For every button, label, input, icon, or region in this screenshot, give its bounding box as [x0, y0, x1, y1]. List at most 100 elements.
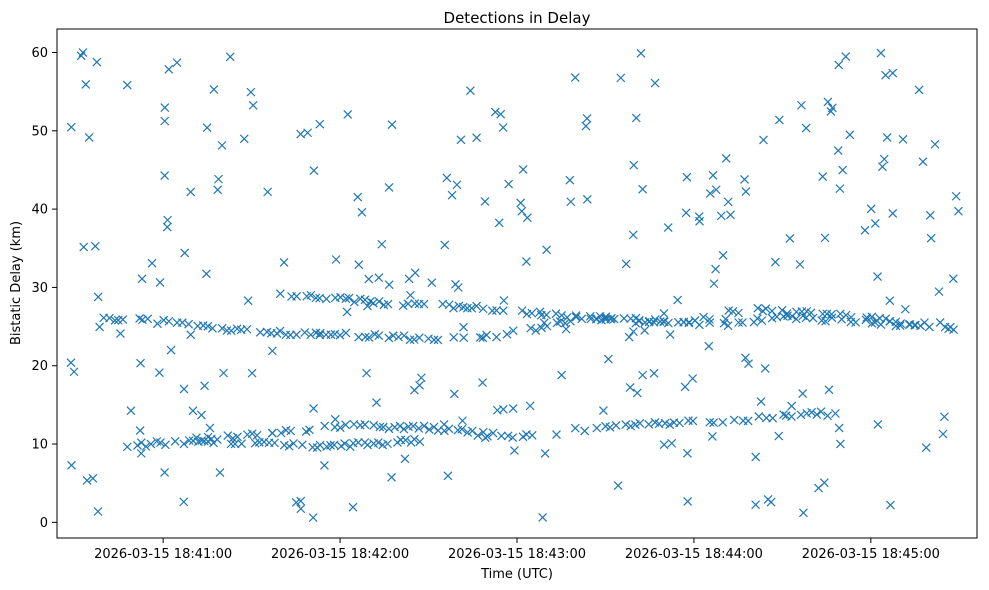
detection-marker [873, 420, 883, 429]
detection-marker [308, 513, 318, 523]
detection-marker [718, 250, 728, 260]
detection-marker [751, 452, 761, 462]
detection-marker [581, 121, 591, 131]
detection-marker [209, 85, 219, 94]
detection-marker [335, 330, 345, 340]
detection-marker [156, 438, 165, 447]
detection-marker [429, 335, 439, 345]
detection-marker [835, 439, 845, 449]
detection-marker [152, 319, 162, 329]
detection-marker [526, 323, 536, 333]
detection-marker [527, 430, 537, 440]
detection-marker [473, 431, 483, 440]
detection-marker [433, 335, 443, 345]
detection-marker [734, 318, 744, 327]
detection-marker [628, 230, 638, 240]
detection-marker [571, 312, 581, 322]
detection-marker [66, 122, 76, 132]
detection-marker [348, 502, 358, 512]
detection-marker [135, 426, 145, 435]
detection-marker [757, 316, 767, 326]
detection-marker [160, 116, 170, 126]
detection-marker [76, 51, 86, 61]
detection-marker [360, 332, 370, 342]
plot-area [56, 28, 978, 539]
detection-marker [733, 308, 743, 318]
detection-marker [480, 433, 490, 443]
detection-marker [135, 314, 145, 323]
detection-marker [343, 110, 353, 119]
detection-marker [518, 164, 528, 174]
detection-marker [649, 317, 659, 327]
detection-marker [88, 473, 98, 483]
detection-marker [375, 422, 385, 432]
detection-marker [372, 398, 381, 407]
detection-marker [427, 278, 437, 288]
detection-marker [552, 318, 562, 328]
detection-marker [918, 157, 928, 167]
detection-marker [782, 309, 792, 318]
detection-marker [390, 422, 400, 432]
detection-marker [824, 385, 834, 395]
detection-marker [704, 314, 714, 324]
detection-marker [798, 508, 808, 518]
detection-marker [453, 283, 463, 292]
detection-marker [619, 314, 629, 323]
detection-marker [754, 412, 764, 421]
detection-marker [640, 325, 650, 335]
detection-marker [723, 197, 733, 207]
detection-marker [159, 315, 169, 325]
detection-marker [374, 297, 384, 306]
detection-marker [239, 134, 249, 144]
detection-marker [924, 322, 934, 332]
detection-marker [634, 315, 644, 325]
detection-marker [133, 441, 142, 450]
detection-marker [300, 328, 310, 337]
detection-marker [694, 212, 704, 221]
detection-marker [673, 295, 683, 305]
detection-marker [452, 180, 462, 190]
detection-marker [406, 290, 415, 300]
detection-marker [394, 332, 403, 342]
detection-marker [499, 296, 509, 305]
detection-marker [353, 437, 363, 447]
detection-marker [821, 316, 830, 326]
detection-marker [667, 438, 677, 448]
detection-marker [276, 428, 286, 438]
detection-marker [415, 380, 424, 390]
detection-marker [147, 258, 157, 268]
detection-marker [424, 334, 433, 344]
detection-marker [116, 329, 125, 338]
detection-marker [289, 438, 298, 448]
detection-marker [472, 301, 481, 311]
detection-marker [566, 197, 576, 207]
detection-marker [760, 364, 770, 373]
detection-marker [458, 416, 467, 426]
x-axis-title: Time (UTC) [480, 567, 553, 582]
detection-marker [409, 335, 419, 344]
x-tick-label: 2026-03-15 18:45:00 [802, 547, 940, 562]
detection-marker [704, 341, 714, 351]
detection-marker [405, 335, 415, 345]
detection-marker [286, 426, 296, 436]
detection-marker [225, 52, 235, 62]
detection-marker [179, 439, 189, 449]
detection-marker [419, 299, 429, 309]
detection-marker [496, 109, 506, 119]
detection-marker [170, 436, 180, 446]
detection-marker [364, 333, 374, 342]
detection-marker [557, 311, 567, 320]
detection-marker [684, 318, 694, 328]
detection-marker [716, 211, 726, 221]
detection-marker [336, 292, 345, 302]
detection-marker [517, 206, 527, 216]
detection-marker [122, 80, 132, 90]
detection-marker [487, 306, 497, 316]
detection-marker [795, 259, 805, 269]
detection-marker [408, 421, 418, 431]
plot-frame [56, 28, 978, 539]
detection-marker [570, 73, 580, 83]
detection-marker [387, 472, 397, 482]
detection-marker [439, 420, 449, 429]
